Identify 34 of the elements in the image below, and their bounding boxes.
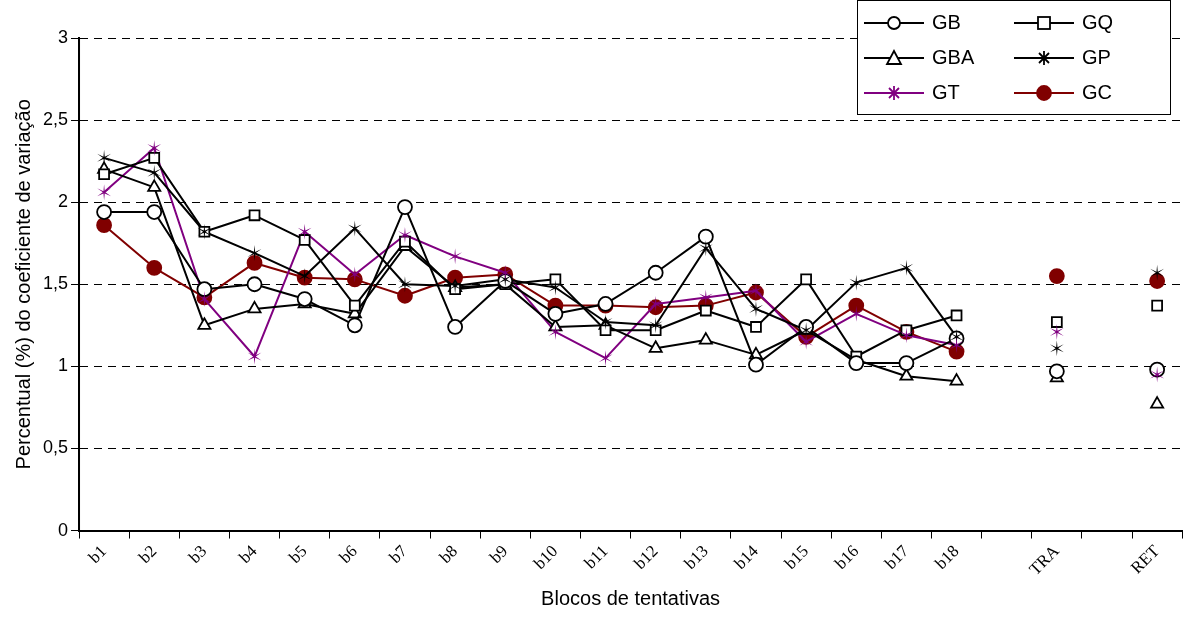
legend-label: GT [932, 81, 960, 104]
x-tick-label: b4 [235, 540, 261, 567]
y-axis-title: Percentual (%) do coeficiente de variação [11, 99, 34, 470]
x-tick-label: b1 [84, 541, 111, 567]
x-axis-title: Blocos de tentativas [541, 586, 721, 609]
x-tick-label: b2 [134, 541, 161, 567]
x-tick-label: b14 [730, 540, 763, 573]
x-tick-label: TRA [1025, 540, 1064, 579]
legend-label: GQ [1082, 11, 1114, 34]
legend-label: GP [1082, 46, 1111, 69]
x-tick-label: b7 [385, 540, 412, 567]
y-tick-label: 1 [58, 355, 69, 376]
y-tick-label: 0,5 [42, 437, 69, 458]
x-tick-label: b3 [184, 541, 211, 567]
y-tick-label: 3 [58, 26, 69, 47]
y-tick-label: 0 [58, 519, 69, 540]
y-tick-label: 1,5 [42, 273, 69, 294]
x-tick-label: b9 [485, 541, 512, 567]
x-tick-label: b18 [931, 541, 963, 573]
y-tick-label: 2,5 [42, 109, 69, 130]
legend-label: GC [1082, 81, 1112, 104]
x-tick-label: b11 [580, 541, 612, 573]
x-tick-label: b17 [880, 540, 913, 573]
x-tick-label: b12 [630, 541, 662, 573]
x-tick-label: b16 [830, 541, 863, 573]
x-tick-label: b15 [780, 541, 813, 573]
x-tick-label: b6 [335, 541, 361, 567]
legend-label: GBA [932, 46, 975, 69]
legend-label: GB [932, 11, 961, 34]
x-tick-label: b8 [435, 541, 462, 567]
x-tick-label: b10 [529, 541, 562, 573]
x-tick-label: b13 [680, 541, 712, 573]
x-tick-label: b5 [285, 541, 311, 567]
y-tick-label: 2 [58, 191, 69, 212]
